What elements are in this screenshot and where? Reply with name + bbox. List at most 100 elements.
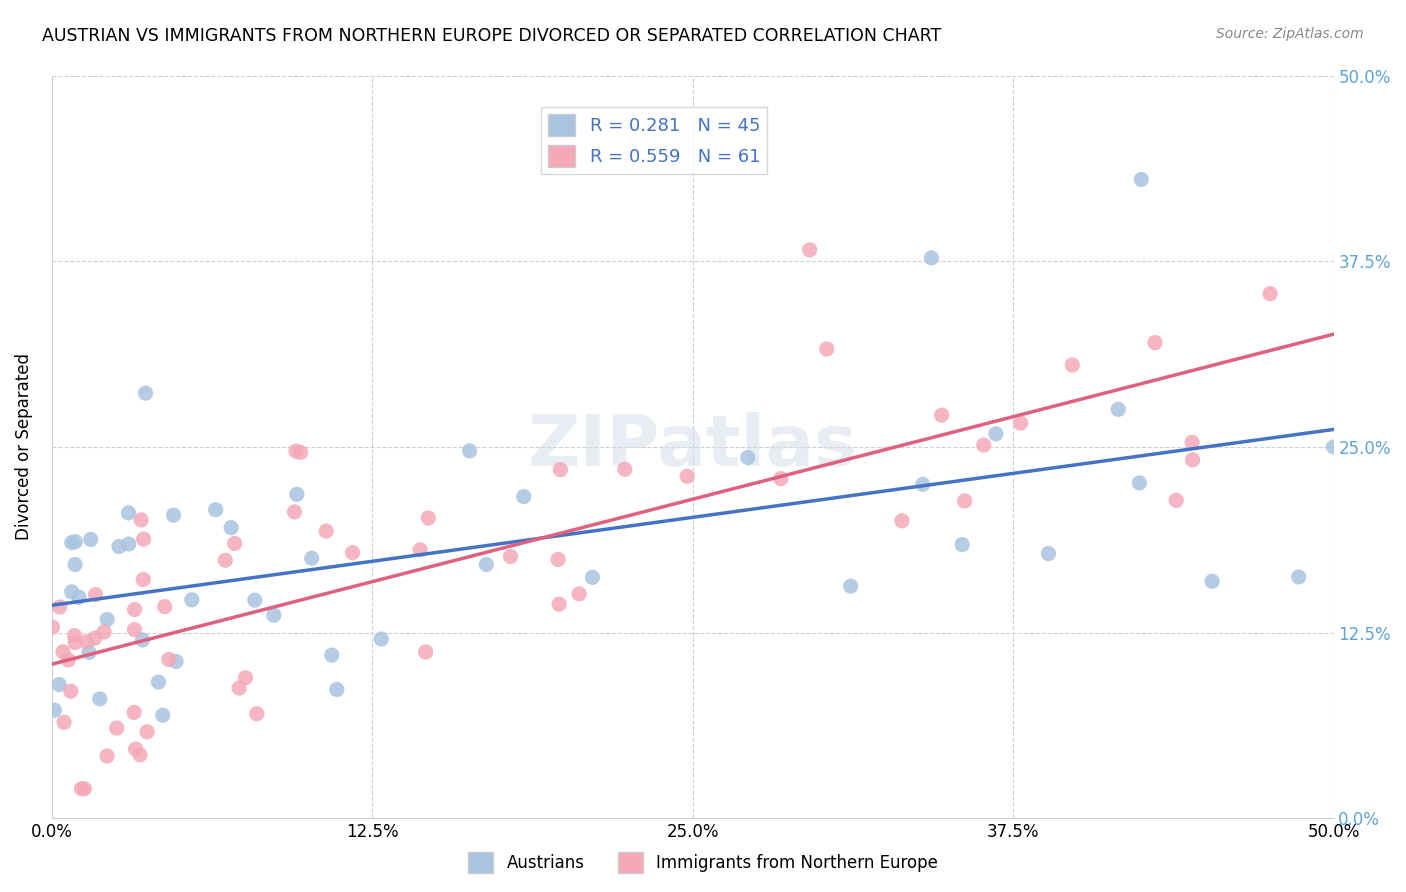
Point <box>129 747 152 762</box>
Point <box>550 462 572 476</box>
Point <box>1258 286 1281 301</box>
Point <box>214 553 236 567</box>
Legend: R = 0.281   N = 45, R = 0.559   N = 61: R = 0.281 N = 45, R = 0.559 N = 61 <box>541 107 768 174</box>
Point <box>548 597 571 611</box>
Point <box>283 505 305 519</box>
Point <box>342 546 364 560</box>
Point <box>1062 358 1084 372</box>
Point <box>326 682 349 697</box>
Point <box>228 681 250 695</box>
Point <box>263 608 285 623</box>
Point <box>315 524 337 538</box>
Point <box>63 635 86 649</box>
Point <box>131 632 153 647</box>
Point <box>80 533 103 547</box>
Point <box>41 620 63 634</box>
Point <box>1128 475 1150 490</box>
Point <box>83 632 105 646</box>
Point <box>157 652 180 666</box>
Point <box>984 426 1007 441</box>
Point <box>409 542 432 557</box>
Point <box>1181 435 1204 450</box>
Point <box>70 781 93 796</box>
Text: ZIPatlas: ZIPatlas <box>527 412 858 482</box>
Point <box>58 653 80 667</box>
Point <box>891 514 914 528</box>
Point <box>136 724 159 739</box>
Point <box>67 591 90 605</box>
Point <box>53 715 76 730</box>
Point <box>285 487 308 501</box>
Point <box>321 648 343 662</box>
Point <box>973 438 995 452</box>
Point <box>799 243 821 257</box>
Point <box>118 537 141 551</box>
Point <box>108 540 131 554</box>
Point <box>75 635 97 649</box>
Point <box>676 469 699 483</box>
Point <box>48 677 70 691</box>
Point <box>737 450 759 465</box>
Point <box>1107 402 1129 417</box>
Point <box>246 706 269 721</box>
Point <box>148 675 170 690</box>
Point <box>204 502 226 516</box>
Point <box>613 462 636 476</box>
Point <box>1166 493 1188 508</box>
Point <box>950 538 973 552</box>
Point <box>63 558 86 572</box>
Point <box>911 477 934 491</box>
Point <box>931 408 953 422</box>
Point <box>581 570 603 584</box>
Point <box>122 706 145 720</box>
Point <box>48 600 70 615</box>
Point <box>1288 570 1310 584</box>
Point <box>953 494 976 508</box>
Point <box>96 612 118 626</box>
Point <box>1322 440 1344 454</box>
Point <box>132 532 155 546</box>
Point <box>1038 547 1060 561</box>
Point <box>920 251 942 265</box>
Point <box>219 521 242 535</box>
Point <box>152 708 174 723</box>
Point <box>52 645 75 659</box>
Point <box>1143 335 1166 350</box>
Point <box>839 579 862 593</box>
Point <box>162 508 184 523</box>
Point <box>59 684 82 698</box>
Point <box>475 558 498 572</box>
Point <box>60 585 83 599</box>
Point <box>815 342 838 356</box>
Point <box>499 549 522 564</box>
Point <box>458 443 481 458</box>
Point <box>89 691 111 706</box>
Y-axis label: Divorced or Separated: Divorced or Separated <box>15 353 32 541</box>
Point <box>301 551 323 566</box>
Point <box>124 602 146 616</box>
Point <box>1130 172 1153 186</box>
Text: Source: ZipAtlas.com: Source: ZipAtlas.com <box>1216 27 1364 41</box>
Point <box>224 536 246 550</box>
Point <box>285 444 308 458</box>
Point <box>124 742 146 756</box>
Point <box>124 623 146 637</box>
Legend: Austrians, Immigrants from Northern Europe: Austrians, Immigrants from Northern Euro… <box>461 846 945 880</box>
Point <box>1010 416 1032 430</box>
Point <box>235 671 257 685</box>
Point <box>96 749 118 764</box>
Point <box>512 490 534 504</box>
Point <box>65 534 87 549</box>
Point <box>418 511 440 525</box>
Point <box>60 535 83 549</box>
Point <box>93 624 115 639</box>
Point <box>769 472 792 486</box>
Point <box>44 703 66 717</box>
Point <box>415 645 437 659</box>
Point <box>135 386 157 401</box>
Point <box>180 592 202 607</box>
Point <box>165 655 187 669</box>
Point <box>290 445 312 459</box>
Point <box>568 587 591 601</box>
Point <box>129 513 152 527</box>
